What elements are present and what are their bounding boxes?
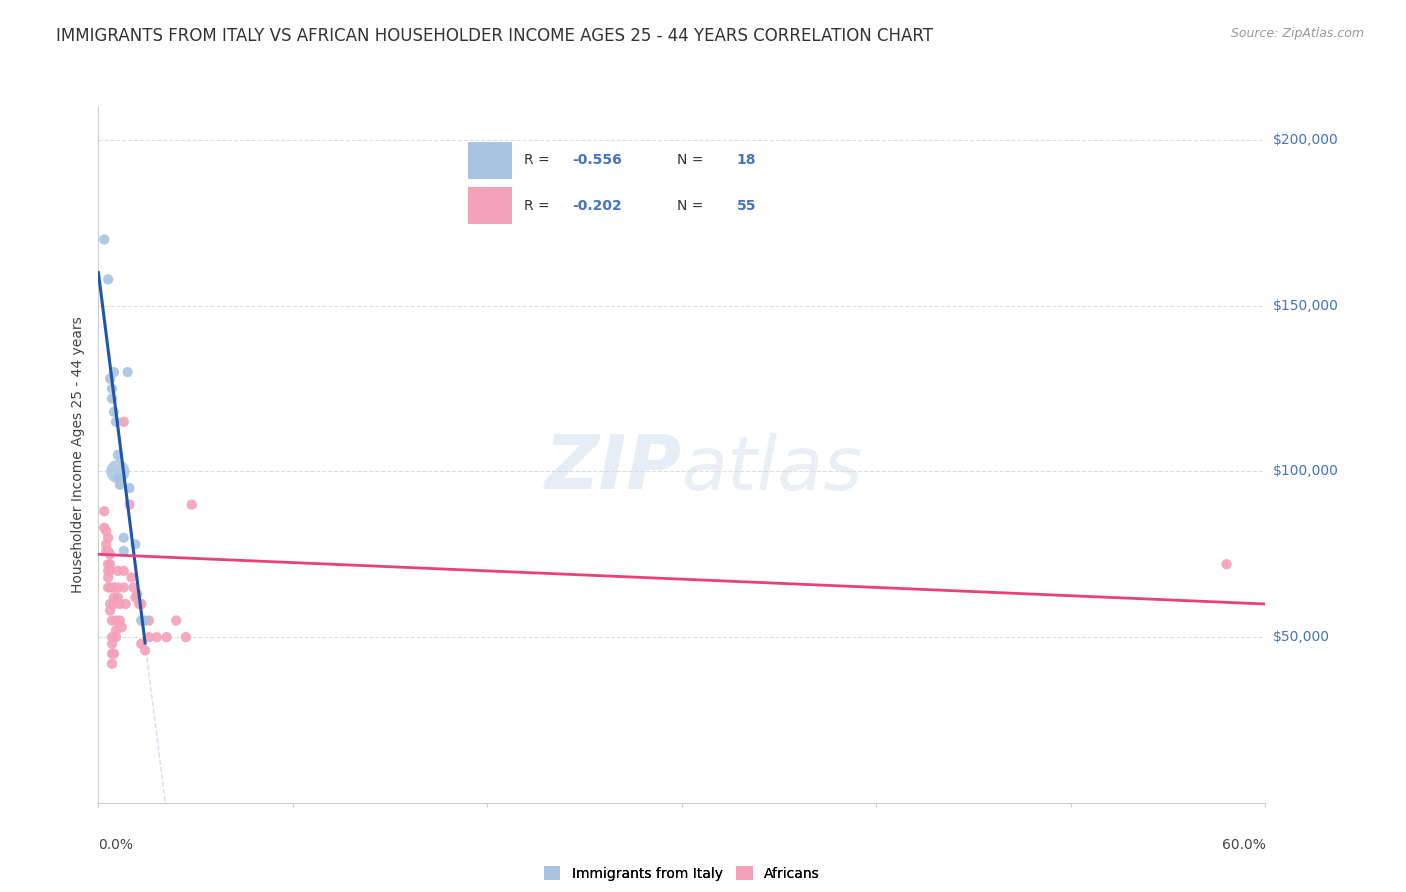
Point [107, 591, 129, 605]
Text: atlas: atlas [682, 433, 863, 505]
Point [107, 564, 129, 578]
Point [112, 564, 135, 578]
Point [101, 647, 124, 661]
Text: $50,000: $50,000 [1272, 630, 1330, 644]
Point [96, 524, 118, 538]
Point [97, 272, 120, 286]
Point [112, 581, 135, 595]
Point [112, 415, 135, 429]
Point [97, 564, 120, 578]
Text: Source: ZipAtlas.com: Source: ZipAtlas.com [1230, 27, 1364, 40]
Point [155, 630, 177, 644]
Point [103, 597, 125, 611]
Text: $150,000: $150,000 [1272, 299, 1339, 313]
Point [124, 591, 146, 605]
Text: 60.0%: 60.0% [1222, 838, 1265, 853]
Point [97, 558, 120, 572]
Point [103, 581, 125, 595]
Point [174, 630, 197, 644]
Point [111, 620, 134, 634]
Point [96, 537, 118, 551]
Point [101, 657, 124, 671]
Point [101, 630, 124, 644]
Point [98, 597, 121, 611]
Point [180, 498, 202, 512]
Point [112, 544, 135, 558]
Point [97, 531, 120, 545]
Point [103, 365, 125, 379]
Point [121, 570, 143, 584]
Point [129, 614, 152, 628]
Point [101, 392, 124, 406]
Point [138, 614, 160, 628]
Point [103, 647, 125, 661]
Point [138, 630, 160, 644]
Point [124, 537, 146, 551]
Point [107, 581, 129, 595]
Point [107, 465, 129, 479]
Point [93, 504, 115, 518]
Point [97, 581, 120, 595]
Point [97, 570, 120, 584]
Point [108, 597, 131, 611]
Point [104, 614, 127, 628]
Point [98, 547, 121, 561]
Text: $100,000: $100,000 [1272, 465, 1339, 478]
Point [93, 521, 115, 535]
Point [165, 614, 187, 628]
Point [104, 624, 127, 638]
Text: 0.0%: 0.0% [98, 838, 134, 853]
Text: $200,000: $200,000 [1272, 133, 1339, 147]
Text: ZIP: ZIP [544, 433, 682, 506]
Point [101, 382, 124, 396]
Point [122, 581, 145, 595]
Point [104, 630, 127, 644]
Point [103, 591, 125, 605]
Point [98, 581, 121, 595]
Point [134, 614, 156, 628]
Text: IMMIGRANTS FROM ITALY VS AFRICAN HOUSEHOLDER INCOME AGES 25 - 44 YEARS CORRELATI: IMMIGRANTS FROM ITALY VS AFRICAN HOUSEHO… [56, 27, 934, 45]
Point [97, 544, 120, 558]
Point [134, 643, 156, 657]
Point [98, 558, 121, 572]
Point [107, 448, 129, 462]
Point [1215, 558, 1237, 572]
Point [93, 233, 115, 247]
Point [127, 587, 149, 601]
Point [112, 531, 135, 545]
Point [107, 471, 129, 485]
Point [129, 637, 152, 651]
Point [117, 365, 139, 379]
Point [101, 637, 124, 651]
Point [96, 544, 118, 558]
Point [101, 614, 124, 628]
Y-axis label: Householder Income Ages 25 - 44 years: Householder Income Ages 25 - 44 years [72, 317, 86, 593]
Point [118, 481, 141, 495]
Point [103, 405, 125, 419]
Point [104, 415, 127, 429]
Legend: Immigrants from Italy, Africans: Immigrants from Italy, Africans [538, 861, 825, 887]
Point [108, 477, 131, 491]
Point [146, 630, 169, 644]
Point [129, 597, 152, 611]
Point [98, 372, 121, 386]
Point [108, 614, 131, 628]
Point [114, 597, 136, 611]
Point [118, 498, 141, 512]
Point [98, 604, 121, 618]
Point [128, 597, 150, 611]
Point [98, 564, 121, 578]
